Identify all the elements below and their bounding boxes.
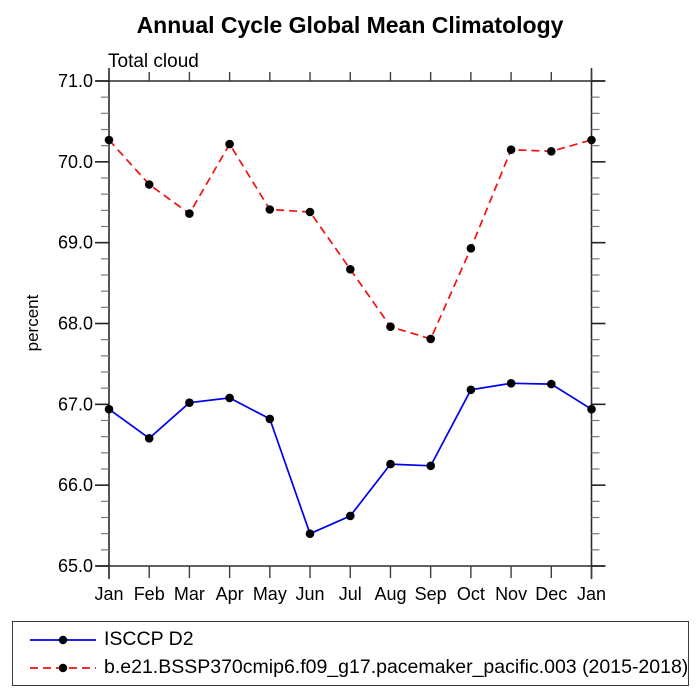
series-line-model	[108, 139, 592, 340]
dashed-line-marker-icon	[30, 663, 96, 672]
y-tick-label: 69.0	[58, 233, 93, 253]
data-point-marker	[426, 461, 436, 471]
x-tick-label: Jun	[296, 584, 325, 604]
data-point-marker	[305, 529, 315, 538]
y-axis-tick-labels: 65.0 66.0 67.0 68.0 69.0 70.0 71.0	[58, 71, 93, 576]
x-tick-label: Nov	[495, 584, 527, 604]
x-tick-label: Sep	[415, 584, 447, 604]
annual-cycle-line-chart: 65.0 66.0 67.0 68.0 69.0 70.0 71.0 Jan Feb Mar Apr…	[58, 68, 606, 604]
series-markers-isccp	[104, 379, 596, 538]
data-point-marker	[547, 379, 556, 389]
y-tick-label: 67.0	[58, 394, 93, 414]
chart-subtitle: Total cloud	[108, 51, 199, 72]
x-tick-label: Feb	[134, 584, 165, 604]
x-tick-label: Jan	[94, 584, 123, 604]
legend-item-isccp: ISCCP D2	[13, 626, 688, 654]
x-axis-tick-labels: Jan Feb Mar Apr May Jun Jul Aug Sep Oct Nov Dec Jan	[94, 584, 606, 604]
data-point-marker	[587, 404, 596, 414]
data-point-marker	[506, 145, 516, 154]
series-markers-model	[104, 135, 596, 344]
data-point-marker	[386, 459, 395, 469]
x-tick-label: Aug	[374, 584, 406, 604]
x-tick-label: Oct	[457, 584, 485, 604]
data-point-marker	[185, 209, 194, 218]
y-axis-minor-ticks	[101, 96, 600, 551]
data-point-marker	[386, 322, 395, 332]
data-point-marker	[225, 139, 234, 149]
series-line-isccp	[108, 382, 592, 535]
legend: ISCCP D2 b.e21.BSSP370cmip6.f09_g17.pace…	[12, 621, 689, 686]
data-point-marker	[426, 334, 436, 344]
legend-dot-icon	[58, 663, 68, 672]
legend-dot-icon	[58, 635, 68, 644]
x-tick-label: Apr	[216, 584, 244, 604]
x-tick-label: Jan	[577, 584, 606, 604]
y-tick-label: 70.0	[58, 152, 93, 172]
data-point-marker	[346, 511, 355, 521]
data-point-marker	[144, 434, 154, 443]
data-point-marker	[587, 135, 596, 145]
solid-line-marker-icon	[30, 635, 96, 644]
data-point-marker	[305, 207, 315, 217]
data-point-marker	[506, 379, 516, 388]
data-point-marker	[265, 414, 275, 424]
y-axis-major-ticks	[95, 80, 606, 567]
y-tick-label: 71.0	[58, 71, 93, 91]
y-tick-label: 68.0	[58, 314, 93, 334]
y-tick-label: 65.0	[58, 556, 93, 576]
chart-title: Annual Cycle Global Mean Climatology	[136, 12, 564, 38]
legend-label-model: b.e21.BSSP370cmip6.f09_g17.pacemaker_pac…	[104, 656, 689, 678]
x-axis-ticks	[108, 72, 593, 578]
data-point-marker	[144, 180, 154, 189]
x-tick-label: Jul	[339, 584, 362, 604]
data-point-marker	[466, 385, 476, 395]
data-point-marker	[466, 244, 476, 253]
data-point-marker	[225, 393, 234, 403]
legend-label-isccp: ISCCP D2	[104, 628, 194, 650]
plot-frame	[96, 68, 605, 579]
data-point-marker	[265, 205, 275, 214]
data-point-marker	[104, 404, 114, 414]
data-point-marker	[185, 398, 194, 408]
x-tick-label: May	[253, 584, 287, 604]
y-tick-label: 66.0	[58, 475, 93, 495]
data-point-marker	[104, 135, 114, 145]
data-point-marker	[547, 147, 556, 156]
x-tick-label: Mar	[174, 584, 205, 604]
data-point-marker	[346, 265, 355, 274]
x-tick-label: Dec	[535, 584, 567, 604]
legend-item-model: b.e21.BSSP370cmip6.f09_g17.pacemaker_pac…	[13, 654, 688, 682]
